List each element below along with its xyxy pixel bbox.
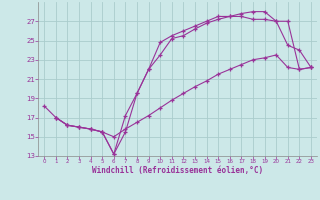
X-axis label: Windchill (Refroidissement éolien,°C): Windchill (Refroidissement éolien,°C) <box>92 166 263 175</box>
